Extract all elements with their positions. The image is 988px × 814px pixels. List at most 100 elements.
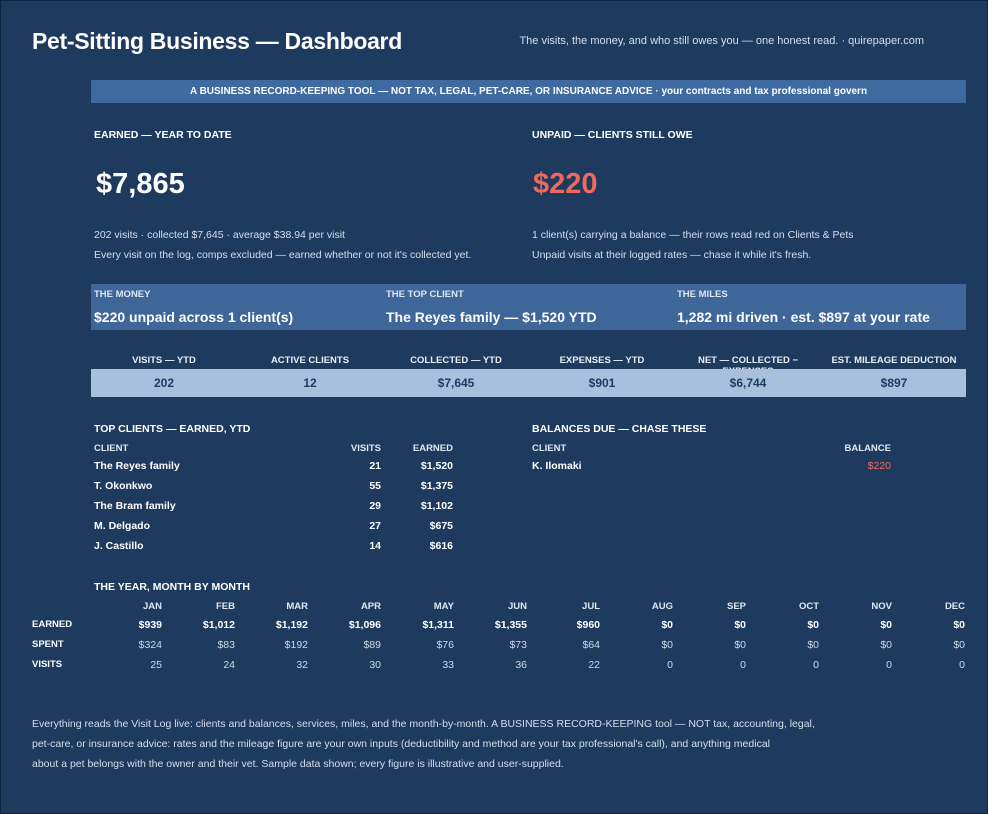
visits-apr: 30: [369, 659, 381, 671]
spent-may: $76: [436, 639, 454, 651]
top-client-earned: $616: [429, 540, 453, 552]
band-miles-value: 1,282 mi driven · est. $897 at your rate: [677, 309, 930, 325]
balance-client-name: K. Ilomaki: [532, 460, 582, 472]
unpaid-value: $220: [533, 168, 598, 200]
month-header-may: MAY: [433, 601, 454, 612]
stat-mileage-heading: EST. MILEAGE DEDUCTION: [831, 355, 957, 366]
band-top-client-heading: THE TOP CLIENT: [386, 289, 464, 300]
disclaimer-banner: A BUSINESS RECORD-KEEPING TOOL — NOT TAX…: [91, 80, 966, 103]
footer-line1: Everything reads the Visit Log live: cli…: [32, 718, 815, 730]
spent-mar: $192: [284, 639, 308, 651]
stat-visits-heading: VISITS — YTD: [132, 355, 196, 366]
spent-apr: $89: [363, 639, 381, 651]
top-client-visits: 14: [369, 540, 381, 552]
monthly-title: THE YEAR, MONTH BY MONTH: [94, 581, 250, 593]
band-top-client-value: The Reyes family — $1,520 YTD: [386, 309, 597, 325]
month-header-nov: NOV: [871, 601, 892, 612]
earned-jan: $939: [138, 619, 162, 631]
earned-dec: $0: [953, 619, 965, 631]
earned-note: 202 visits · collected $7,645 · average …: [94, 225, 471, 265]
band-money-heading: THE MONEY: [94, 289, 151, 300]
top-clients-col-earned: EARNED: [412, 443, 453, 454]
top-client-name: The Bram family: [94, 500, 176, 512]
band-money-value: $220 unpaid across 1 client(s): [94, 309, 294, 325]
earned-mar: $1,192: [275, 619, 308, 631]
earned-label: EARNED — YEAR TO DATE: [94, 129, 232, 141]
month-header-jun: JUN: [507, 601, 527, 612]
balances-title: BALANCES DUE — CHASE THESE: [532, 423, 707, 435]
month-header-jul: JUL: [582, 601, 600, 612]
top-client-visits: 29: [369, 500, 381, 512]
row-label-spent: SPENT: [32, 639, 64, 650]
month-header-mar: MAR: [286, 601, 308, 612]
spent-nov: $0: [880, 639, 892, 651]
top-client-visits: 27: [369, 520, 381, 532]
earned-nov: $0: [880, 619, 892, 631]
month-header-oct: OCT: [798, 601, 819, 612]
earned-note-line2: Every visit on the log, comps excluded —…: [94, 249, 472, 261]
spent-sep: $0: [734, 639, 746, 651]
stat-expenses-value: $901: [588, 376, 616, 390]
stat-collected-value: $7,645: [437, 376, 475, 390]
top-clients-title: TOP CLIENTS — EARNED, YTD: [94, 423, 251, 435]
earned-note-line1: 202 visits · collected $7,645 · average …: [94, 229, 345, 241]
balances-col-client: CLIENT: [532, 443, 567, 454]
spent-feb: $83: [217, 639, 235, 651]
earned-jun: $1,355: [494, 619, 527, 631]
earned-value: $7,865: [96, 168, 185, 200]
top-client-name: The Reyes family: [94, 460, 180, 472]
stat-net-value: $6,744: [729, 376, 767, 390]
visits-sep: 0: [740, 659, 746, 671]
spent-dec: $0: [953, 639, 965, 651]
top-clients-col-client: CLIENT: [94, 443, 129, 454]
top-client-name: J. Castillo: [94, 540, 144, 552]
earned-jul: $960: [576, 619, 600, 631]
earned-aug: $0: [661, 619, 673, 631]
stat-clients-value: 12: [303, 376, 317, 390]
row-label-earned: EARNED: [32, 619, 73, 630]
earned-feb: $1,012: [202, 619, 235, 631]
visits-jan: 25: [150, 659, 162, 671]
stat-expenses-heading: EXPENSES — YTD: [559, 355, 645, 366]
stat-clients-heading: ACTIVE CLIENTS: [270, 355, 350, 366]
unpaid-note-line2: Unpaid visits at their logged rates — ch…: [532, 249, 812, 261]
spent-jul: $64: [582, 639, 600, 651]
unpaid-label: UNPAID — CLIENTS STILL OWE: [532, 129, 693, 141]
top-client-visits: 55: [369, 480, 381, 492]
earned-oct: $0: [807, 619, 819, 631]
top-client-name: T. Okonkwo: [94, 480, 153, 492]
tagline: The visits, the money, and who still owe…: [519, 35, 924, 47]
top-client-earned: $675: [429, 520, 453, 532]
visits-jul: 22: [588, 659, 600, 671]
month-header-sep: SEP: [726, 601, 746, 612]
unpaid-note-line1: 1 client(s) carrying a balance — their r…: [532, 229, 854, 241]
balance-amount: $220: [867, 460, 891, 472]
stats-bar: [91, 369, 966, 397]
visits-dec: 0: [959, 659, 965, 671]
stat-collected-heading: COLLECTED — YTD: [410, 355, 502, 366]
visits-feb: 24: [223, 659, 235, 671]
spent-oct: $0: [807, 639, 819, 651]
row-label-visits: VISITS: [32, 659, 63, 670]
top-clients-col-visits: VISITS: [350, 443, 381, 454]
stat-visits-value: 202: [153, 376, 175, 390]
visits-oct: 0: [813, 659, 819, 671]
footer-line2: pet-care, or insurance advice: rates and…: [32, 738, 770, 750]
top-client-earned: $1,375: [420, 480, 453, 492]
stat-mileage-value: $897: [880, 376, 908, 390]
month-header-jan: JAN: [142, 601, 162, 612]
top-client-visits: 21: [369, 460, 381, 472]
visits-aug: 0: [667, 659, 673, 671]
spent-jan: $324: [138, 639, 162, 651]
unpaid-note: 1 client(s) carrying a balance — their r…: [532, 225, 854, 265]
visits-nov: 0: [886, 659, 892, 671]
top-client-earned: $1,102: [420, 500, 453, 512]
balances-col-balance: BALANCE: [844, 443, 891, 454]
month-header-apr: APR: [360, 601, 381, 612]
earned-sep: $0: [734, 619, 746, 631]
summary-band: THE MONEY $220 unpaid across 1 client(s)…: [91, 284, 966, 330]
spent-aug: $0: [661, 639, 673, 651]
footer-note: Everything reads the Visit Log live: cli…: [32, 714, 832, 774]
visits-may: 33: [442, 659, 454, 671]
